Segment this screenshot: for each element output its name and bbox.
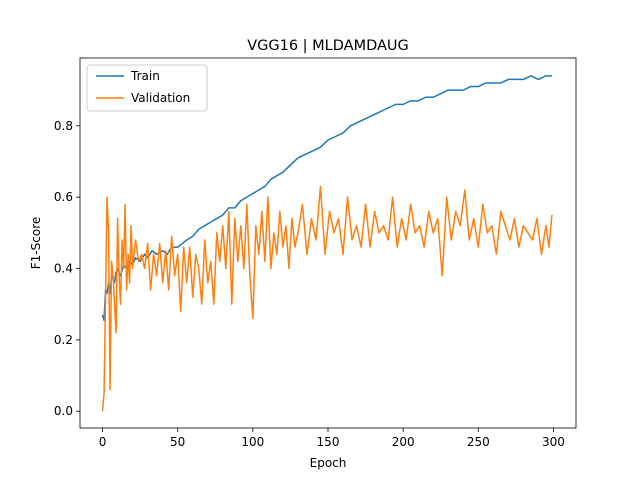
legend-label-validation: Validation [131,91,190,105]
x-axis-label: Epoch [310,456,347,470]
x-axis: 0 50 100 150 200 250 300 [99,428,565,449]
y-tick-label: 0.6 [54,190,73,204]
plot-area: 0 50 100 150 200 250 300 0.0 0.2 0.4 0.6 0.8 [54,57,577,449]
x-tick-label: 300 [542,435,565,449]
x-tick-label: 100 [241,435,264,449]
y-tick-label: 0.4 [54,262,73,276]
x-tick-label: 0 [99,435,107,449]
y-axis: 0.0 0.2 0.4 0.6 0.8 [54,119,80,418]
legend: Train Validation [86,64,208,112]
series-lines [101,75,553,412]
x-tick-label: 250 [467,435,490,449]
series-line-validation [101,185,553,412]
legend-label-train: Train [130,69,160,83]
y-tick-label: 0.0 [54,404,73,418]
x-tick-label: 50 [170,435,185,449]
chart-title: VGG16 | MLDAMDAUG [247,38,409,54]
y-tick-label: 0.8 [54,119,73,133]
x-tick-label: 150 [317,435,340,449]
y-tick-label: 0.2 [54,333,73,347]
x-tick-label: 200 [392,435,415,449]
y-axis-label: F1-Score [29,217,43,269]
